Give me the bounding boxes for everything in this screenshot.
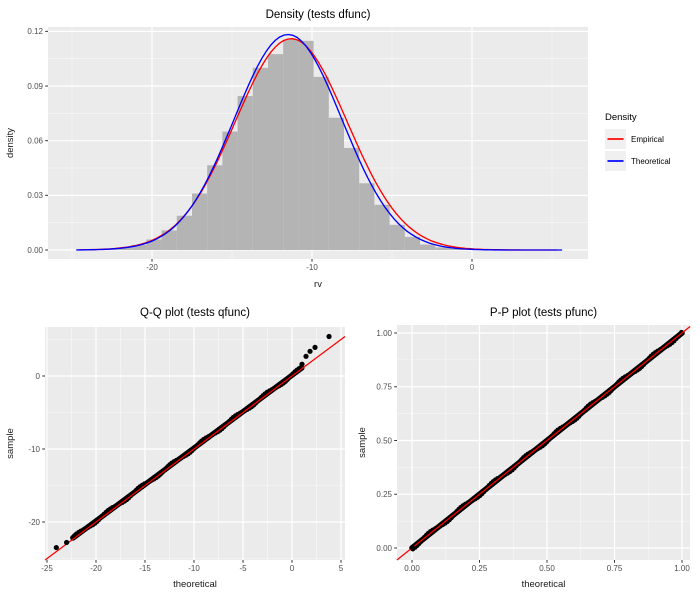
y-tick-label: 0.12 xyxy=(27,27,43,36)
histogram-bar xyxy=(207,165,223,250)
histogram-bar xyxy=(298,40,314,251)
y-tick-label: 0.75 xyxy=(376,383,392,392)
histogram-bar xyxy=(222,131,238,250)
y-tick-label: 0 xyxy=(36,372,41,381)
x-axis-title: theoretical xyxy=(522,579,566,590)
data-point xyxy=(679,329,684,335)
x-tick-label: 0 xyxy=(470,263,475,272)
outlier-point xyxy=(307,348,313,354)
pp-plot: 0.00 0.25 0.50 0.75 1.00 0.00 0.25 0.50 0.75 1.00… xyxy=(357,307,691,590)
x-tick-label: 1.00 xyxy=(674,564,690,573)
x-tick-label: -10 xyxy=(188,564,200,573)
y-tick-label: 0.00 xyxy=(27,246,43,255)
x-tick-label: -15 xyxy=(139,564,151,573)
histogram-bar xyxy=(328,117,344,250)
outlier-point xyxy=(299,361,305,367)
x-tick-label: 0.25 xyxy=(472,564,488,573)
theoretical-density-curve xyxy=(76,33,563,251)
y-tick-label: 0.25 xyxy=(376,490,392,499)
y-tick-label: -20 xyxy=(28,518,40,527)
outlier-point xyxy=(303,353,309,359)
y-axis-title: density xyxy=(5,128,16,158)
chart-title: P-P plot (tests pfunc) xyxy=(490,307,597,319)
density-plot: -20 -10 0 0.00 0.03 0.06 0.09 0.12 Density (test… xyxy=(5,9,671,290)
y-tick-label: 0.09 xyxy=(27,82,43,91)
identity-reference-line xyxy=(396,326,691,561)
outlier-point xyxy=(326,333,332,340)
x-tick-label: 0.75 xyxy=(607,564,623,573)
histogram-bar xyxy=(435,247,451,250)
x-tick-label: 0.00 xyxy=(404,564,420,573)
outlier-point xyxy=(409,544,416,551)
legend-entry-label: Empirical xyxy=(631,135,664,144)
legend-title: Density xyxy=(605,112,637,123)
y-tick-label: 0.00 xyxy=(376,544,392,553)
outlier-point xyxy=(53,544,59,551)
x-tick-label: 0.50 xyxy=(539,564,555,573)
histogram-bar xyxy=(420,244,436,250)
y-tick-label: 0.03 xyxy=(27,191,43,200)
identity-reference-line xyxy=(44,336,346,561)
histogram-bar xyxy=(192,193,208,250)
x-tick-label: 0 xyxy=(290,564,295,573)
histogram-bar xyxy=(389,224,405,250)
histogram-bar xyxy=(344,147,360,250)
histogram-bar xyxy=(313,76,329,250)
legend-entry-label: Theoretical xyxy=(631,157,671,166)
y-axis-title: sample xyxy=(5,428,16,459)
outlier-point xyxy=(64,539,70,546)
x-tick-label: -10 xyxy=(306,263,318,272)
x-tick-label: -20 xyxy=(90,564,102,573)
histogram-bar xyxy=(131,244,147,250)
x-axis-title: theoretical xyxy=(173,579,217,590)
x-axis-title: rv xyxy=(314,279,322,290)
histogram-bar xyxy=(161,230,177,250)
y-tick-label: 1.00 xyxy=(376,329,392,338)
x-tick-label: 5 xyxy=(339,564,344,573)
x-tick-label: -5 xyxy=(239,564,247,573)
qq-plot: -25 -20 -15 -10 -5 0 5 -20 -10 0 Q-Q plot (tests q… xyxy=(5,307,346,590)
y-tick-label: -10 xyxy=(28,445,40,454)
x-tick-label: -25 xyxy=(41,564,53,573)
histogram-bar xyxy=(268,54,284,251)
y-tick-label: 0.50 xyxy=(376,436,392,445)
histogram-bar xyxy=(176,215,192,250)
x-tick-label: -20 xyxy=(146,263,158,272)
histogram-bar xyxy=(116,247,132,250)
histogram-bar xyxy=(450,248,466,250)
histogram-bar xyxy=(146,239,162,250)
y-tick-label: 0.06 xyxy=(27,136,43,145)
histogram-bar xyxy=(283,39,299,251)
histogram-bar xyxy=(404,236,420,250)
histogram-bar xyxy=(252,67,268,250)
histogram-bar xyxy=(374,204,390,250)
y-axis-title: sample xyxy=(357,427,368,458)
chart-title: Density (tests dfunc) xyxy=(266,9,371,21)
histogram-bar xyxy=(237,96,253,250)
outlier-point xyxy=(312,344,318,350)
chart-title: Q-Q plot (tests qfunc) xyxy=(140,307,250,319)
histogram-bar xyxy=(359,183,375,250)
